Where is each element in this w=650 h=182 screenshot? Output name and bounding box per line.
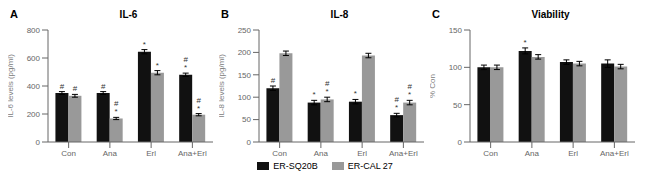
html-text:B: B (221, 8, 229, 20)
svg-text:#: # (394, 95, 399, 104)
svg-text:150: 150 (238, 71, 252, 80)
svg-text:0: 0 (458, 138, 463, 147)
svg-text:#: # (114, 99, 119, 108)
html-text:IL-8: IL-8 (330, 9, 349, 20)
html-text:Viability: Viability (531, 9, 570, 20)
svg-text:#: # (271, 76, 276, 85)
svg-text:Ana+Erl: Ana+Erl (178, 149, 207, 158)
svg-text:250: 250 (238, 26, 252, 35)
svg-text:*: * (395, 103, 398, 112)
svg-text:50: 50 (242, 115, 251, 124)
svg-text:#: # (60, 82, 65, 91)
html-text:IL-6: IL-6 (119, 9, 138, 20)
html-text:ER-SQ20B: ER-SQ20B (273, 161, 318, 171)
svg-text:0: 0 (36, 138, 41, 147)
svg-text:*: * (156, 61, 159, 70)
svg-text:800: 800 (27, 26, 41, 35)
svg-text:200: 200 (238, 48, 252, 57)
svg-text:Erl: Erl (357, 149, 367, 158)
svg-text:% Con: % Con (430, 74, 437, 98)
svg-text:*: * (313, 90, 316, 99)
html-text:C: C (432, 8, 440, 20)
svg-text:100: 100 (449, 63, 463, 72)
svg-text:*: * (197, 104, 200, 113)
svg-text:#: # (407, 82, 412, 91)
html-text:ER-CAL 27: ER-CAL 27 (347, 161, 393, 171)
html-text:A: A (10, 8, 18, 20)
svg-text:100: 100 (238, 93, 252, 102)
svg-text:Ana+Erl: Ana+Erl (389, 149, 418, 158)
svg-text:Ana: Ana (525, 149, 540, 158)
svg-text:*: * (143, 40, 146, 49)
svg-text:IL-6 levels (pg/ml): IL-6 levels (pg/ml) (8, 54, 15, 118)
svg-text:Ana+Erl: Ana+Erl (600, 149, 629, 158)
svg-text:*: * (524, 38, 527, 47)
svg-text:400: 400 (27, 82, 41, 91)
svg-text:#: # (325, 79, 330, 88)
svg-text:IL-8 levels (pg/ml): IL-8 levels (pg/ml) (219, 54, 226, 118)
svg-text:50: 50 (453, 101, 462, 110)
svg-text:Con: Con (61, 149, 76, 158)
svg-text:150: 150 (449, 26, 463, 35)
svg-text:Erl: Erl (568, 149, 578, 158)
svg-text:Ana: Ana (314, 149, 329, 158)
svg-text:Con: Con (272, 149, 287, 158)
svg-text:*: * (115, 107, 118, 116)
svg-text:#: # (73, 84, 78, 93)
svg-text:Con: Con (483, 149, 498, 158)
svg-text:*: * (408, 90, 411, 99)
svg-text:Ana: Ana (103, 149, 118, 158)
svg-text:200: 200 (27, 110, 41, 119)
svg-text:#: # (196, 96, 201, 105)
svg-text:*: * (354, 89, 357, 98)
svg-text:*: * (326, 87, 329, 96)
svg-text:Erl: Erl (146, 149, 156, 158)
svg-text:600: 600 (27, 54, 41, 63)
svg-text:#: # (183, 55, 188, 64)
svg-text:*: * (184, 63, 187, 72)
svg-text:0: 0 (247, 138, 252, 147)
svg-text:#: # (101, 82, 106, 91)
